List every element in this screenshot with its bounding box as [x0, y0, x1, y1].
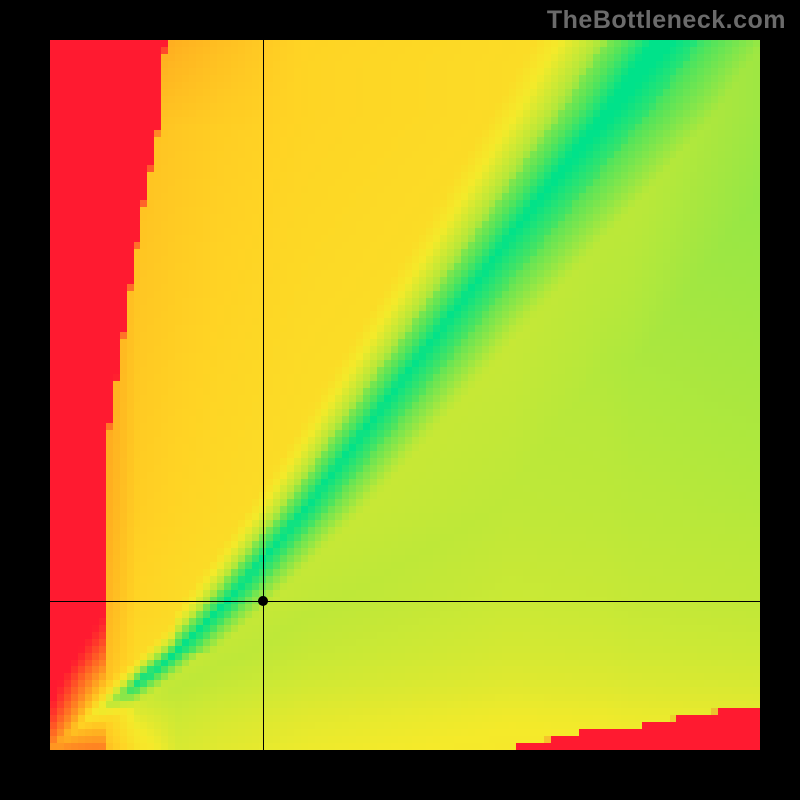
chart-container: TheBottleneck.com	[0, 0, 800, 800]
crosshair-marker	[257, 595, 269, 607]
watermark-text: TheBottleneck.com	[547, 6, 786, 35]
plot-area	[50, 40, 760, 750]
crosshair-vertical	[263, 40, 264, 750]
crosshair-horizontal	[50, 601, 760, 602]
bottleneck-heatmap	[50, 40, 760, 750]
